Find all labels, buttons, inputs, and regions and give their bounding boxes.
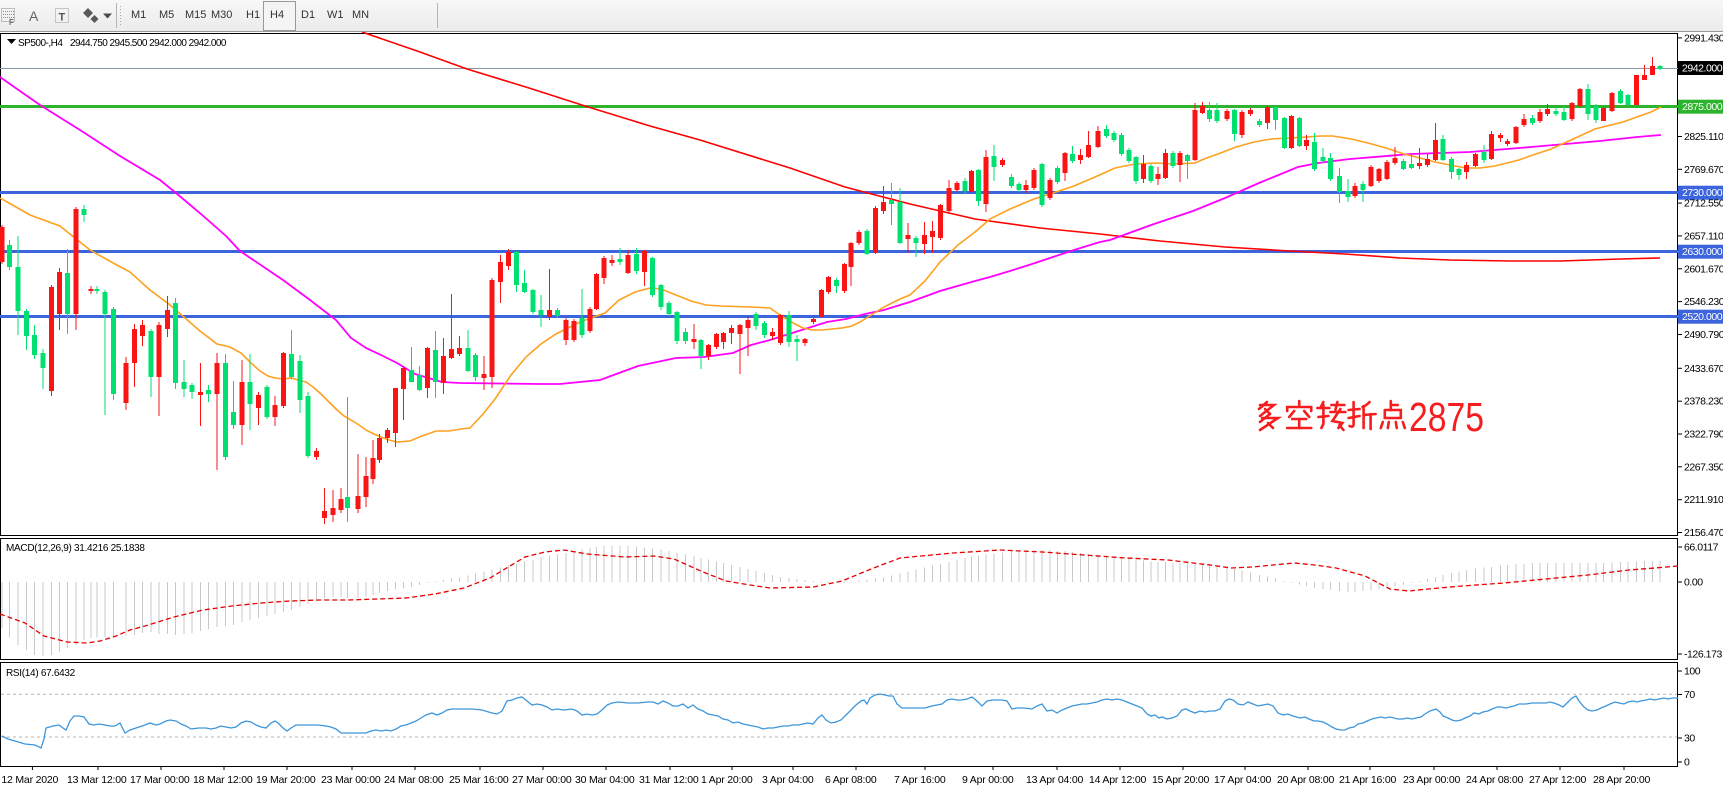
- svg-text:2630.000: 2630.000: [1682, 246, 1723, 258]
- svg-text:14 Apr 12:00: 14 Apr 12:00: [1089, 774, 1147, 786]
- svg-text:2875: 2875: [1409, 394, 1484, 440]
- svg-text:31 Mar 12:00: 31 Mar 12:00: [639, 774, 699, 786]
- svg-text:2769.670: 2769.670: [1684, 164, 1723, 176]
- svg-text:2712.550: 2712.550: [1684, 198, 1723, 210]
- svg-text:24 Apr 08:00: 24 Apr 08:00: [1466, 774, 1524, 786]
- svg-text:3 Apr 04:00: 3 Apr 04:00: [762, 774, 814, 786]
- svg-text:27 Mar 00:00: 27 Mar 00:00: [512, 774, 572, 786]
- svg-text:24 Mar 08:00: 24 Mar 08:00: [384, 774, 444, 786]
- svg-text:17 Mar 00:00: 17 Mar 00:00: [130, 774, 190, 786]
- svg-text:2991.430: 2991.430: [1684, 32, 1723, 44]
- svg-text:18 Mar 12:00: 18 Mar 12:00: [193, 774, 253, 786]
- svg-text:70: 70: [1684, 689, 1695, 701]
- svg-text:9 Apr 00:00: 9 Apr 00:00: [962, 774, 1014, 786]
- svg-text:-126.173: -126.173: [1684, 649, 1722, 661]
- svg-text:2944.750 2945.500 2942.000 294: 2944.750 2945.500 2942.000 2942.000: [70, 38, 227, 49]
- svg-text:0: 0: [1684, 757, 1690, 769]
- svg-text:23 Mar 00:00: 23 Mar 00:00: [321, 774, 381, 786]
- svg-text:2520.000: 2520.000: [1682, 311, 1723, 323]
- svg-text:17 Apr 04:00: 17 Apr 04:00: [1214, 774, 1272, 786]
- svg-text:2378.230: 2378.230: [1684, 396, 1723, 408]
- svg-text:2825.110: 2825.110: [1684, 131, 1723, 143]
- svg-text:13 Mar 12:00: 13 Mar 12:00: [67, 774, 127, 786]
- svg-text:2730.000: 2730.000: [1682, 187, 1723, 199]
- svg-text:2267.350: 2267.350: [1684, 461, 1723, 473]
- svg-text:25 Mar 16:00: 25 Mar 16:00: [449, 774, 509, 786]
- svg-text:27 Apr 12:00: 27 Apr 12:00: [1529, 774, 1587, 786]
- svg-text:2490.790: 2490.790: [1684, 329, 1723, 341]
- svg-text:30 Mar 04:00: 30 Mar 04:00: [575, 774, 635, 786]
- svg-text:1 Apr 20:00: 1 Apr 20:00: [701, 774, 753, 786]
- svg-text:100: 100: [1684, 666, 1701, 678]
- svg-text:MACD(12,26,9) 31.4216 25.1838: MACD(12,26,9) 31.4216 25.1838: [6, 543, 145, 554]
- svg-text:12 Mar 2020: 12 Mar 2020: [1, 774, 58, 786]
- svg-text:2601.670: 2601.670: [1684, 263, 1723, 275]
- svg-text:2156.470: 2156.470: [1684, 527, 1723, 539]
- svg-text:66.0117: 66.0117: [1684, 542, 1719, 554]
- svg-text:6 Apr 08:00: 6 Apr 08:00: [825, 774, 877, 786]
- svg-text:30: 30: [1684, 733, 1695, 745]
- svg-text:7 Apr 16:00: 7 Apr 16:00: [894, 774, 946, 786]
- svg-text:21 Apr 16:00: 21 Apr 16:00: [1339, 774, 1397, 786]
- svg-text:RSI(14) 67.6432: RSI(14) 67.6432: [6, 668, 76, 679]
- svg-text:20 Apr 08:00: 20 Apr 08:00: [1277, 774, 1335, 786]
- svg-text:T: T: [59, 12, 66, 24]
- svg-text:28 Apr 20:00: 28 Apr 20:00: [1593, 774, 1651, 786]
- svg-text:2546.230: 2546.230: [1684, 296, 1723, 308]
- svg-text:A: A: [29, 8, 39, 24]
- svg-text:2942.000: 2942.000: [1682, 63, 1723, 75]
- svg-text:SP500-,H4: SP500-,H4: [18, 38, 63, 49]
- svg-text:13 Apr 04:00: 13 Apr 04:00: [1026, 774, 1084, 786]
- svg-text:F: F: [9, 18, 14, 27]
- svg-text:23 Apr 00:00: 23 Apr 00:00: [1403, 774, 1461, 786]
- svg-text:19 Mar 20:00: 19 Mar 20:00: [256, 774, 316, 786]
- svg-text:15 Apr 20:00: 15 Apr 20:00: [1152, 774, 1210, 786]
- svg-text:2211.910: 2211.910: [1684, 494, 1723, 506]
- svg-text:2433.670: 2433.670: [1684, 363, 1723, 375]
- svg-text:2322.790: 2322.790: [1684, 429, 1723, 441]
- svg-text:0.00: 0.00: [1684, 577, 1703, 589]
- svg-text:2875.000: 2875.000: [1682, 101, 1723, 113]
- svg-text:2657.110: 2657.110: [1684, 230, 1723, 242]
